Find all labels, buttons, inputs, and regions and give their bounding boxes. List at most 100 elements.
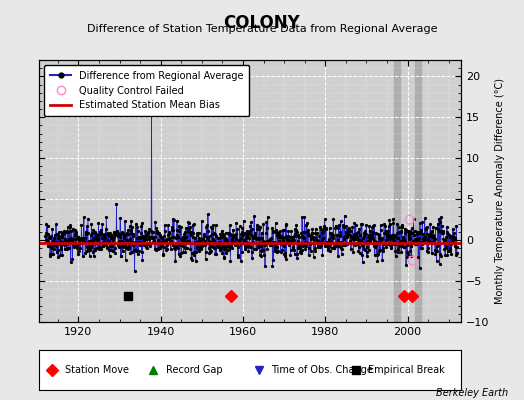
Point	[134, 248, 143, 254]
Point	[392, 240, 401, 246]
Point	[417, 245, 425, 252]
Point	[406, 228, 414, 234]
Point	[369, 243, 378, 250]
Point	[64, 236, 73, 242]
Point	[127, 227, 136, 233]
Point	[421, 215, 429, 222]
Point	[75, 240, 84, 246]
Point	[328, 232, 336, 238]
Point	[390, 233, 399, 240]
Point	[271, 242, 279, 248]
Point	[133, 235, 141, 241]
Point	[232, 220, 241, 227]
Point	[250, 213, 258, 220]
Point	[334, 222, 343, 228]
Point	[213, 243, 221, 249]
Point	[250, 234, 259, 240]
Point	[101, 230, 109, 237]
Point	[281, 234, 289, 240]
Point	[340, 234, 348, 240]
Point	[268, 224, 276, 231]
Point	[172, 234, 180, 241]
Point	[93, 237, 102, 243]
Point	[298, 247, 306, 254]
Point	[245, 234, 253, 241]
Point	[194, 229, 203, 236]
Point	[427, 229, 435, 236]
Point	[293, 255, 301, 262]
Point	[148, 228, 156, 235]
Point	[436, 251, 444, 258]
Point	[63, 246, 71, 252]
Point	[112, 230, 120, 237]
Point	[280, 253, 289, 259]
Point	[450, 240, 458, 246]
Point	[138, 240, 147, 246]
Point	[49, 238, 57, 244]
Point	[145, 235, 154, 241]
Point	[359, 246, 368, 252]
Point	[349, 236, 357, 242]
Point	[236, 241, 244, 247]
Point	[234, 244, 242, 250]
Point	[231, 233, 239, 240]
Point	[379, 245, 387, 252]
Point	[154, 237, 162, 244]
Point	[52, 239, 61, 245]
Point	[177, 224, 185, 230]
Point	[73, 242, 81, 248]
Point	[237, 258, 245, 264]
Point	[261, 263, 269, 269]
Point	[180, 236, 188, 242]
Point	[292, 222, 300, 228]
Point	[441, 252, 449, 258]
Point	[380, 221, 388, 227]
Point	[243, 231, 251, 237]
Point	[364, 237, 372, 244]
Point	[123, 237, 132, 243]
Point	[223, 243, 231, 249]
Point	[440, 238, 448, 244]
Point	[175, 222, 183, 229]
Point	[260, 252, 268, 258]
Point	[155, 245, 163, 252]
Point	[351, 236, 359, 242]
Point	[283, 232, 292, 239]
Point	[41, 237, 50, 244]
Point	[227, 235, 236, 242]
Point	[146, 243, 154, 250]
Point	[448, 234, 456, 240]
Point	[78, 235, 86, 241]
Point	[189, 222, 197, 228]
Point	[277, 248, 285, 255]
Point	[452, 251, 460, 258]
Point	[70, 240, 79, 247]
Point	[150, 239, 158, 246]
Point	[193, 240, 202, 246]
Point	[207, 248, 215, 254]
Point	[335, 232, 344, 239]
Point	[229, 226, 237, 233]
Point	[398, 242, 407, 249]
Point	[191, 235, 199, 242]
Point	[285, 242, 293, 248]
Point	[47, 233, 56, 240]
Point	[276, 232, 284, 238]
Point	[226, 258, 235, 264]
Point	[246, 227, 254, 234]
Point	[302, 222, 310, 228]
Point	[381, 228, 390, 234]
Point	[219, 243, 227, 249]
Point	[200, 233, 208, 240]
Point	[90, 253, 98, 260]
Point	[46, 253, 54, 260]
Point	[382, 236, 390, 243]
Point	[121, 242, 129, 248]
Point	[383, 236, 391, 242]
Point	[366, 236, 375, 242]
Point	[330, 244, 338, 251]
Point	[135, 241, 144, 248]
Point	[357, 236, 365, 243]
Point	[46, 235, 54, 241]
Point	[84, 243, 93, 250]
